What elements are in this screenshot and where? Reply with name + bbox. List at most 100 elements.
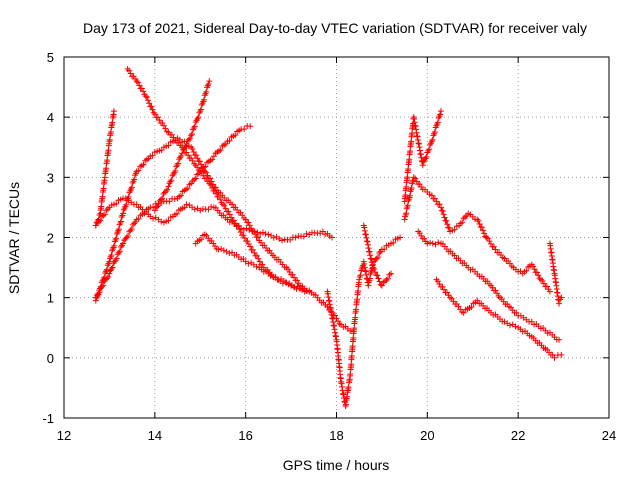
interp-point xyxy=(146,100,153,107)
interp-point xyxy=(222,205,229,212)
interp-point xyxy=(136,82,143,89)
interp-point xyxy=(188,155,195,162)
data-point xyxy=(206,78,213,85)
interp-point xyxy=(338,380,345,387)
data-point xyxy=(110,108,117,115)
interp-point xyxy=(198,236,205,243)
interp-point xyxy=(363,234,370,241)
interp-point xyxy=(365,245,372,252)
interp-point xyxy=(429,136,436,143)
data-point xyxy=(165,183,172,190)
interp-point xyxy=(164,186,171,193)
interp-point xyxy=(374,272,381,279)
x-tick-label: 18 xyxy=(329,428,343,443)
interp-point xyxy=(300,233,307,240)
interp-point xyxy=(165,142,172,149)
data-point xyxy=(410,174,417,181)
interp-point xyxy=(366,275,373,282)
data-point xyxy=(369,264,376,271)
interp-point xyxy=(376,278,383,285)
interp-point xyxy=(531,266,538,273)
interp-point xyxy=(376,250,383,257)
data-point xyxy=(106,258,113,265)
interp-point xyxy=(372,269,379,276)
interp-point xyxy=(381,246,388,253)
interp-point xyxy=(256,258,263,265)
interp-point xyxy=(101,211,108,218)
data-point xyxy=(428,192,435,199)
interp-point xyxy=(336,320,343,327)
data-point xyxy=(292,234,299,241)
interp-point xyxy=(194,155,201,162)
interp-point xyxy=(192,175,199,182)
interp-point xyxy=(218,245,225,252)
data-point xyxy=(92,297,99,304)
interp-point xyxy=(254,252,261,259)
interp-point xyxy=(134,79,141,86)
interp-point xyxy=(174,162,181,169)
interp-point xyxy=(237,229,244,236)
interp-point xyxy=(154,203,161,210)
data-point xyxy=(183,201,190,208)
interp-point xyxy=(156,117,163,124)
interp-point xyxy=(223,248,230,255)
interp-point xyxy=(232,132,239,139)
interp-point xyxy=(245,260,252,267)
interp-point xyxy=(286,268,293,275)
interp-point xyxy=(113,255,120,262)
interp-point xyxy=(436,281,443,288)
interp-point xyxy=(421,235,428,242)
interp-point xyxy=(127,227,134,234)
series-trace-e xyxy=(124,66,308,295)
interp-point xyxy=(291,284,298,291)
interp-point xyxy=(130,73,137,80)
y-tick-label: 5 xyxy=(47,50,54,65)
interp-point xyxy=(408,185,415,192)
interp-point xyxy=(368,255,375,262)
data-point xyxy=(546,288,553,295)
interp-point xyxy=(115,226,122,233)
interp-point xyxy=(173,210,180,217)
interp-point xyxy=(435,239,442,246)
data-point xyxy=(558,351,565,358)
data-point xyxy=(219,201,226,208)
y-tick-label: 4 xyxy=(47,110,54,125)
interp-point xyxy=(523,267,530,274)
interp-point xyxy=(198,106,205,113)
interp-point xyxy=(113,200,120,207)
interp-point xyxy=(132,219,139,226)
interp-point xyxy=(127,70,134,77)
interp-point xyxy=(162,125,169,132)
x-tick-label: 16 xyxy=(238,428,252,443)
data-point xyxy=(247,243,254,250)
data-point xyxy=(133,78,140,85)
interp-point xyxy=(375,275,382,282)
interp-point xyxy=(166,198,173,205)
interp-point xyxy=(195,114,202,121)
interp-point xyxy=(240,226,247,233)
interp-point xyxy=(486,238,493,245)
interp-point xyxy=(123,234,130,241)
interp-point xyxy=(367,252,374,259)
data-point xyxy=(142,93,149,100)
interp-point xyxy=(361,260,368,267)
interp-point xyxy=(416,181,423,188)
data-point xyxy=(365,282,372,289)
interp-point xyxy=(217,196,224,203)
interp-point xyxy=(386,271,393,278)
interp-point xyxy=(103,275,110,282)
interp-point xyxy=(478,224,485,231)
interp-point xyxy=(189,131,196,138)
interp-point xyxy=(95,291,102,298)
interp-point xyxy=(220,247,227,254)
interp-point xyxy=(215,193,222,200)
interp-point xyxy=(183,142,190,149)
interp-point xyxy=(138,85,145,92)
interp-point xyxy=(113,235,120,242)
data-point xyxy=(283,279,290,286)
interp-point xyxy=(259,261,266,268)
interp-point xyxy=(270,234,277,241)
interp-point xyxy=(108,252,115,259)
interp-point xyxy=(250,228,257,235)
interp-point xyxy=(185,136,192,143)
